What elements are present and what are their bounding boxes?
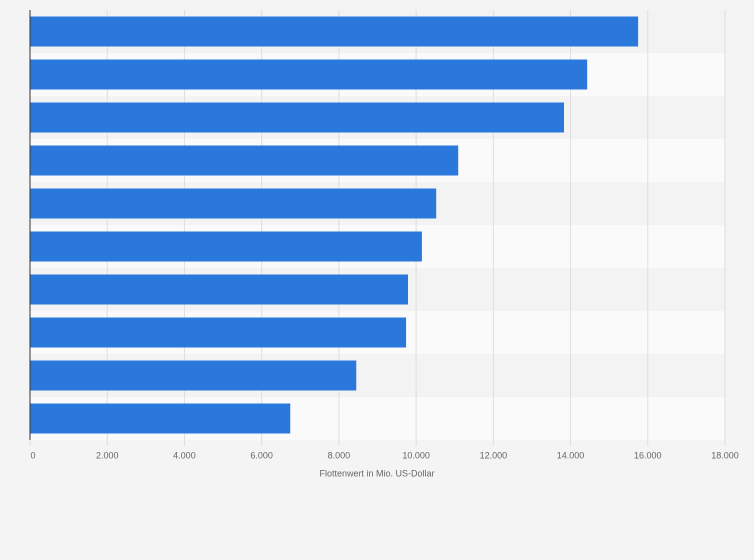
bar bbox=[30, 188, 437, 219]
x-tick-label: 16.000 bbox=[634, 450, 662, 460]
bar bbox=[30, 16, 639, 47]
x-tick-label: 2.000 bbox=[96, 450, 119, 460]
bar bbox=[30, 231, 422, 262]
x-axis-title: Flottenwert in Mio. US-Dollar bbox=[319, 468, 434, 478]
x-tick-label: 14.000 bbox=[557, 450, 585, 460]
bar bbox=[30, 102, 564, 133]
bar bbox=[30, 403, 291, 434]
x-tick-label: 12.000 bbox=[480, 450, 508, 460]
bar bbox=[30, 360, 357, 391]
x-tick-label: 18.000 bbox=[711, 450, 739, 460]
x-tick-label: 8.000 bbox=[328, 450, 351, 460]
bar bbox=[30, 145, 459, 176]
bar bbox=[30, 59, 588, 90]
bar bbox=[30, 274, 409, 305]
x-tick-label: 0 bbox=[30, 450, 35, 460]
x-tick-label: 10.000 bbox=[402, 450, 430, 460]
x-tick-label: 6.000 bbox=[250, 450, 273, 460]
x-tick-label: 4.000 bbox=[173, 450, 196, 460]
bar bbox=[30, 317, 407, 348]
